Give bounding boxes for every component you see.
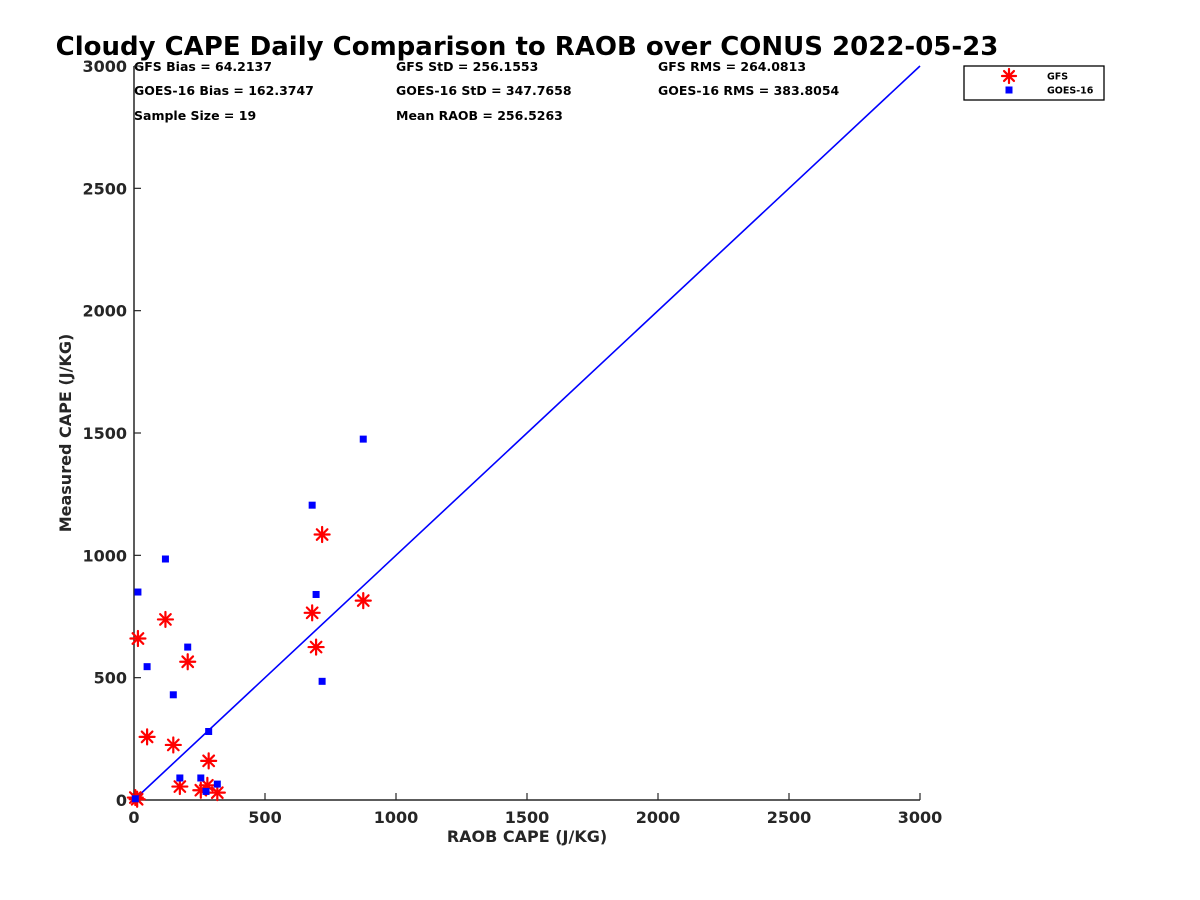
data-point-asterisk bbox=[138, 728, 156, 746]
x-tick-label: 2000 bbox=[636, 808, 681, 827]
data-point-square bbox=[318, 677, 326, 685]
plot-area: 0 500 1000 1500 2000 2500 3000 0 500 1000 1500 200… bbox=[82, 57, 942, 827]
data-point-square bbox=[169, 691, 177, 699]
y-tick-label: 2000 bbox=[82, 302, 127, 321]
x-tick-label: 500 bbox=[248, 808, 281, 827]
data-point-square bbox=[312, 590, 320, 598]
data-point-asterisk bbox=[307, 638, 325, 656]
y-axis-label: Measured CAPE (J/KG) bbox=[56, 334, 75, 533]
stat-text: GOES-16 StD = 347.7658 bbox=[396, 83, 572, 98]
x-tick-label: 3000 bbox=[898, 808, 943, 827]
x-tick-label: 2500 bbox=[767, 808, 812, 827]
data-point-square bbox=[161, 555, 169, 563]
legend-label: GFS bbox=[1047, 72, 1068, 83]
x-axis-label: RAOB CAPE (J/KG) bbox=[447, 827, 607, 846]
stat-text: Mean RAOB = 256.5263 bbox=[396, 108, 563, 123]
data-point-square bbox=[143, 663, 151, 671]
legend-item: GFS bbox=[1000, 67, 1068, 85]
data-point-square bbox=[308, 501, 316, 509]
x-tick-label: 1500 bbox=[505, 808, 550, 827]
x-tick-label: 0 bbox=[128, 808, 139, 827]
data-point-asterisk bbox=[303, 604, 321, 622]
legend-box bbox=[963, 65, 1105, 101]
stat-text: GFS Bias = 64.2137 bbox=[134, 59, 272, 74]
data-point-asterisk bbox=[171, 777, 189, 796]
data-point-asterisk bbox=[208, 784, 226, 802]
series-layer bbox=[126, 435, 372, 808]
data-point-square bbox=[131, 795, 139, 803]
chart-title: Cloudy CAPE Daily Comparison to RAOB ove… bbox=[56, 32, 999, 62]
stat-text: GOES-16 Bias = 162.3747 bbox=[134, 83, 314, 98]
series-goes-16 bbox=[131, 435, 367, 803]
series-gfs bbox=[126, 525, 372, 808]
legend-marker-square bbox=[1005, 86, 1013, 94]
data-point-square bbox=[359, 435, 367, 443]
data-point-square bbox=[184, 643, 192, 651]
y-tick-label: 2500 bbox=[82, 179, 127, 198]
y-tick-label: 1000 bbox=[82, 546, 127, 565]
data-point-asterisk bbox=[200, 752, 218, 770]
stat-text: GOES-16 RMS = 383.8054 bbox=[658, 83, 840, 98]
y-tick-label: 1500 bbox=[82, 424, 127, 443]
one-to-one-line bbox=[133, 65, 921, 801]
y-tick-label: 3000 bbox=[82, 57, 127, 76]
data-point-asterisk bbox=[156, 610, 175, 629]
data-point-asterisk bbox=[313, 525, 331, 544]
stats-block: GFS Bias = 64.2137 GFS StD = 256.1553 GFS … bbox=[134, 59, 840, 123]
x-ticks: 0 500 1000 1500 2000 2500 3000 bbox=[128, 793, 942, 827]
y-ticks: 0 500 1000 1500 2000 2500 3000 bbox=[82, 57, 141, 810]
y-tick-label: 500 bbox=[94, 669, 127, 688]
y-tick-label: 0 bbox=[116, 791, 127, 810]
stat-text: GFS RMS = 264.0813 bbox=[658, 59, 806, 74]
data-point-asterisk bbox=[129, 629, 147, 648]
stat-text: GFS StD = 256.1553 bbox=[396, 59, 538, 74]
data-point-asterisk bbox=[164, 736, 182, 754]
data-point-square bbox=[176, 774, 184, 782]
stat-text: Sample Size = 19 bbox=[134, 108, 256, 123]
data-point-square bbox=[202, 787, 210, 795]
legend-label: GOES-16 bbox=[1047, 86, 1094, 97]
data-point-square bbox=[134, 588, 142, 596]
data-point-square bbox=[213, 780, 221, 788]
data-point-asterisk bbox=[179, 653, 197, 671]
data-point-square bbox=[205, 727, 213, 735]
legend-marker-asterisk bbox=[1000, 67, 1018, 85]
legend-item: GOES-16 bbox=[1005, 86, 1094, 97]
legend: GFS GOES-16 bbox=[963, 65, 1105, 101]
data-point-square bbox=[197, 774, 205, 782]
x-tick-label: 1000 bbox=[374, 808, 419, 827]
data-point-asterisk bbox=[354, 591, 372, 610]
